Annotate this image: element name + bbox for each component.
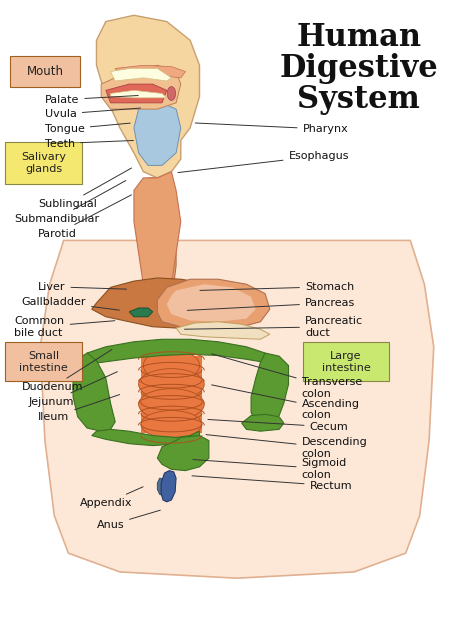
Text: Salivary
glands: Salivary glands xyxy=(21,152,66,174)
Text: Parotid: Parotid xyxy=(38,195,131,239)
Text: Palate: Palate xyxy=(45,95,138,105)
Text: Pharynx: Pharynx xyxy=(195,123,348,134)
Text: Descending
colon: Descending colon xyxy=(206,435,367,459)
Text: Digestive: Digestive xyxy=(279,53,438,84)
Polygon shape xyxy=(167,284,256,322)
Text: Appendix: Appendix xyxy=(80,487,143,508)
FancyBboxPatch shape xyxy=(5,343,82,381)
Polygon shape xyxy=(92,429,200,445)
Text: Sigmoid
colon: Sigmoid colon xyxy=(193,458,347,480)
Polygon shape xyxy=(106,84,167,103)
Text: Pancreatic
duct: Pancreatic duct xyxy=(184,316,363,338)
Text: Jejunum: Jejunum xyxy=(28,372,118,407)
Polygon shape xyxy=(157,478,167,495)
Text: Mouth: Mouth xyxy=(27,65,64,78)
Text: Pancreas: Pancreas xyxy=(187,298,355,310)
Text: Ascending
colon: Ascending colon xyxy=(211,385,360,420)
Text: Sublingual: Sublingual xyxy=(38,168,131,209)
Text: Teeth: Teeth xyxy=(45,138,134,148)
Ellipse shape xyxy=(138,369,204,400)
Text: Cecum: Cecum xyxy=(208,420,348,432)
FancyBboxPatch shape xyxy=(5,141,82,184)
Polygon shape xyxy=(143,178,176,316)
Ellipse shape xyxy=(141,411,202,438)
Ellipse shape xyxy=(138,389,204,420)
Polygon shape xyxy=(110,90,167,98)
Polygon shape xyxy=(157,435,209,471)
Text: Submandibular: Submandibular xyxy=(15,180,126,223)
Text: Anus: Anus xyxy=(97,510,160,530)
Text: Gallbladder: Gallbladder xyxy=(21,297,119,310)
Polygon shape xyxy=(157,280,270,329)
Polygon shape xyxy=(251,353,289,422)
FancyBboxPatch shape xyxy=(10,56,80,87)
Text: Human: Human xyxy=(296,21,421,52)
Text: Uvula: Uvula xyxy=(45,108,140,119)
Polygon shape xyxy=(242,415,284,431)
Ellipse shape xyxy=(143,350,200,381)
Polygon shape xyxy=(129,308,153,317)
Text: Ileum: Ileum xyxy=(38,394,119,422)
Polygon shape xyxy=(110,68,172,81)
Text: Transverse
colon: Transverse colon xyxy=(211,354,362,399)
Text: Small
intestine: Small intestine xyxy=(19,351,68,372)
Polygon shape xyxy=(115,66,185,78)
Text: Large
intestine: Large intestine xyxy=(321,351,370,372)
Text: Stomach: Stomach xyxy=(200,281,354,292)
Polygon shape xyxy=(73,353,115,431)
Polygon shape xyxy=(141,356,202,433)
Polygon shape xyxy=(176,322,270,339)
Text: Common
bile duct: Common bile duct xyxy=(15,316,115,338)
Text: Rectum: Rectum xyxy=(192,476,352,491)
Polygon shape xyxy=(134,172,181,284)
Polygon shape xyxy=(134,103,181,165)
Polygon shape xyxy=(161,471,176,502)
FancyBboxPatch shape xyxy=(302,343,389,381)
Text: Duodenum: Duodenum xyxy=(21,350,112,392)
Polygon shape xyxy=(92,278,237,328)
Text: Liver: Liver xyxy=(38,281,127,292)
Polygon shape xyxy=(87,339,265,364)
Polygon shape xyxy=(40,240,434,578)
Text: System: System xyxy=(297,84,420,115)
Ellipse shape xyxy=(167,86,176,100)
Polygon shape xyxy=(101,66,181,109)
Text: Tongue: Tongue xyxy=(45,123,130,134)
Text: Esophagus: Esophagus xyxy=(178,151,349,172)
Polygon shape xyxy=(97,15,200,178)
